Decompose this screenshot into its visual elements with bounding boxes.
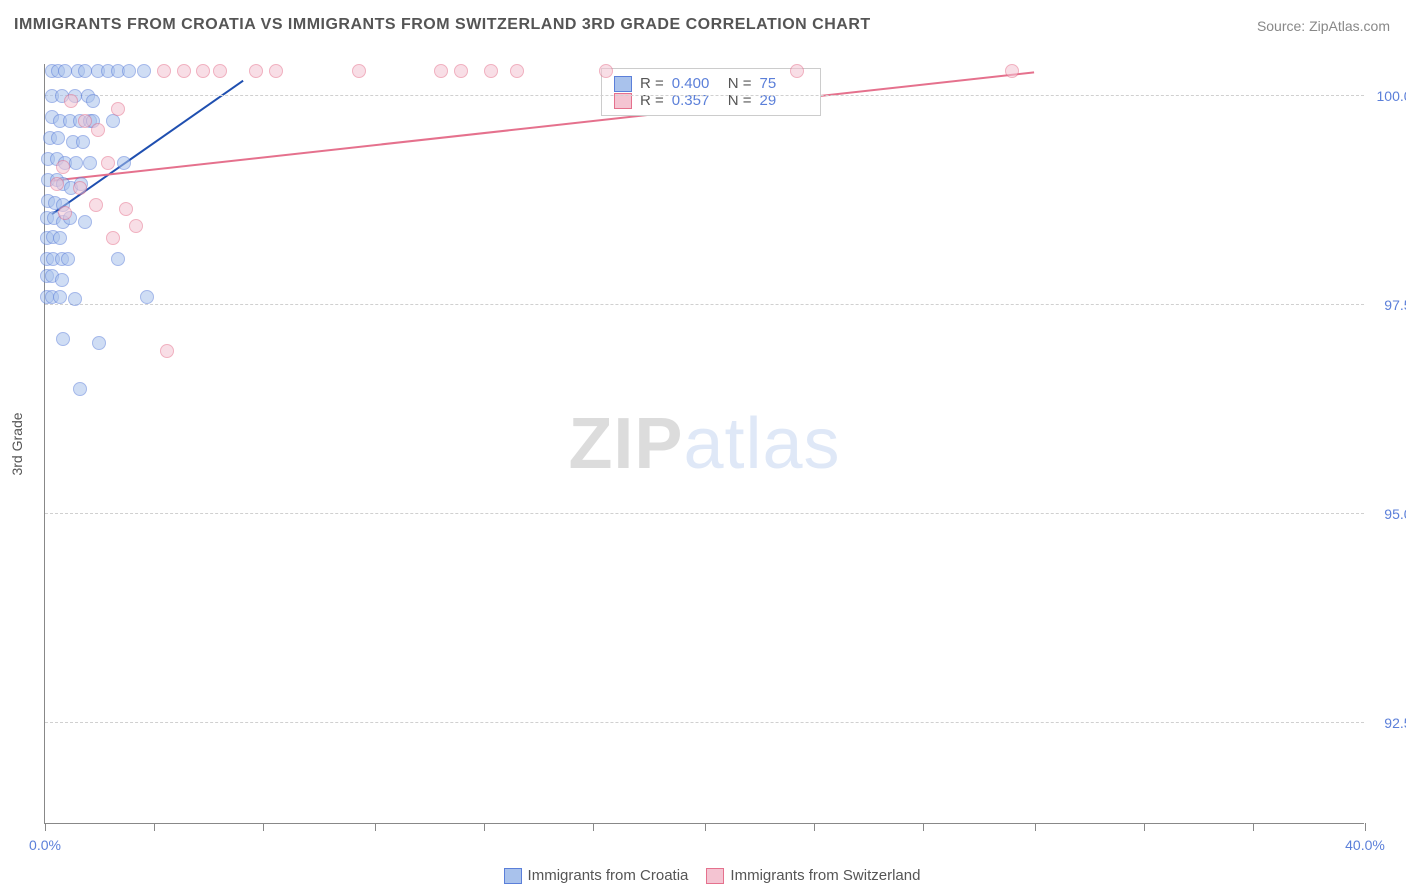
scatter-point xyxy=(51,131,65,145)
scatter-point xyxy=(86,94,100,108)
scatter-point xyxy=(510,64,524,78)
scatter-point xyxy=(106,231,120,245)
scatter-point xyxy=(177,64,191,78)
watermark-atlas: atlas xyxy=(683,404,840,484)
scatter-point xyxy=(434,64,448,78)
x-tick-label: 40.0% xyxy=(1345,837,1385,853)
scatter-point xyxy=(68,292,82,306)
scatter-point xyxy=(78,64,92,78)
series-swatch xyxy=(706,868,724,884)
scatter-point xyxy=(101,156,115,170)
scatter-point xyxy=(78,114,92,128)
scatter-point xyxy=(454,64,468,78)
source-value: ZipAtlas.com xyxy=(1309,18,1390,34)
x-tick xyxy=(375,823,376,831)
scatter-point xyxy=(196,64,210,78)
scatter-point xyxy=(484,64,498,78)
scatter-point xyxy=(58,206,72,220)
scatter-point xyxy=(249,64,263,78)
scatter-point xyxy=(213,64,227,78)
y-tick-label: 97.5% xyxy=(1368,297,1406,313)
scatter-point xyxy=(50,177,64,191)
scatter-point xyxy=(56,332,70,346)
scatter-point xyxy=(140,290,154,304)
scatter-point xyxy=(78,215,92,229)
y-tick-label: 95.0% xyxy=(1368,506,1406,522)
x-tick-label: 0.0% xyxy=(29,837,61,853)
x-tick xyxy=(705,823,706,831)
scatter-point xyxy=(73,181,87,195)
scatter-point xyxy=(111,252,125,266)
scatter-point xyxy=(53,231,67,245)
scatter-point xyxy=(56,160,70,174)
gridline xyxy=(45,95,1364,96)
x-tick xyxy=(45,823,46,831)
scatter-point xyxy=(160,344,174,358)
scatter-point xyxy=(599,64,613,78)
scatter-point xyxy=(137,64,151,78)
scatter-point xyxy=(129,219,143,233)
legend-r-label: R = xyxy=(640,75,664,92)
scatter-point xyxy=(119,202,133,216)
chart-title: IMMIGRANTS FROM CROATIA VS IMMIGRANTS FR… xyxy=(14,16,871,34)
x-tick xyxy=(154,823,155,831)
scatter-point xyxy=(58,64,72,78)
correlation-legend-box: R = 0.400N = 75R = 0.357N = 29 xyxy=(601,68,821,116)
scatter-point xyxy=(61,252,75,266)
scatter-point xyxy=(106,114,120,128)
scatter-point xyxy=(352,64,366,78)
scatter-point xyxy=(117,156,131,170)
scatter-point xyxy=(69,156,83,170)
scatter-point xyxy=(269,64,283,78)
legend-n-label: N = xyxy=(728,75,752,92)
legend-row: R = 0.400N = 75 xyxy=(614,75,808,92)
x-tick xyxy=(484,823,485,831)
gridline xyxy=(45,513,1364,514)
x-tick xyxy=(814,823,815,831)
x-tick xyxy=(593,823,594,831)
x-tick xyxy=(263,823,264,831)
watermark-zip: ZIP xyxy=(568,404,683,484)
y-axis-label: 3rd Grade xyxy=(9,412,25,475)
scatter-point xyxy=(53,290,67,304)
x-tick xyxy=(1253,823,1254,831)
series-label: Immigrants from Croatia xyxy=(528,867,689,884)
scatter-point xyxy=(157,64,171,78)
source-label: Source: xyxy=(1257,18,1309,34)
chart-plot-area: ZIPatlas 3rd Grade R = 0.400N = 75R = 0.… xyxy=(44,64,1364,824)
legend-swatch xyxy=(614,76,632,92)
x-tick xyxy=(1144,823,1145,831)
scatter-point xyxy=(76,135,90,149)
scatter-point xyxy=(1005,64,1019,78)
legend-r-value: 0.400 xyxy=(672,75,720,92)
scatter-point xyxy=(55,273,69,287)
scatter-point xyxy=(89,198,103,212)
trend-line xyxy=(52,72,1034,180)
scatter-point xyxy=(122,64,136,78)
scatter-point xyxy=(64,94,78,108)
series-swatch xyxy=(504,868,522,884)
scatter-point xyxy=(73,382,87,396)
scatter-point xyxy=(91,123,105,137)
scatter-point xyxy=(790,64,804,78)
series-legend: Immigrants from Croatia Immigrants from S… xyxy=(0,867,1406,884)
x-tick xyxy=(923,823,924,831)
trend-lines-layer xyxy=(45,64,1364,823)
source-attribution: Source: ZipAtlas.com xyxy=(1257,18,1390,34)
series-label: Immigrants from Switzerland xyxy=(730,867,920,884)
watermark: ZIPatlas xyxy=(568,403,840,485)
scatter-point xyxy=(111,102,125,116)
x-tick xyxy=(1035,823,1036,831)
y-tick-label: 100.0% xyxy=(1368,88,1406,104)
scatter-point xyxy=(83,156,97,170)
gridline xyxy=(45,304,1364,305)
x-tick xyxy=(1365,823,1366,831)
y-tick-label: 92.5% xyxy=(1368,715,1406,731)
gridline xyxy=(45,722,1364,723)
scatter-point xyxy=(92,336,106,350)
